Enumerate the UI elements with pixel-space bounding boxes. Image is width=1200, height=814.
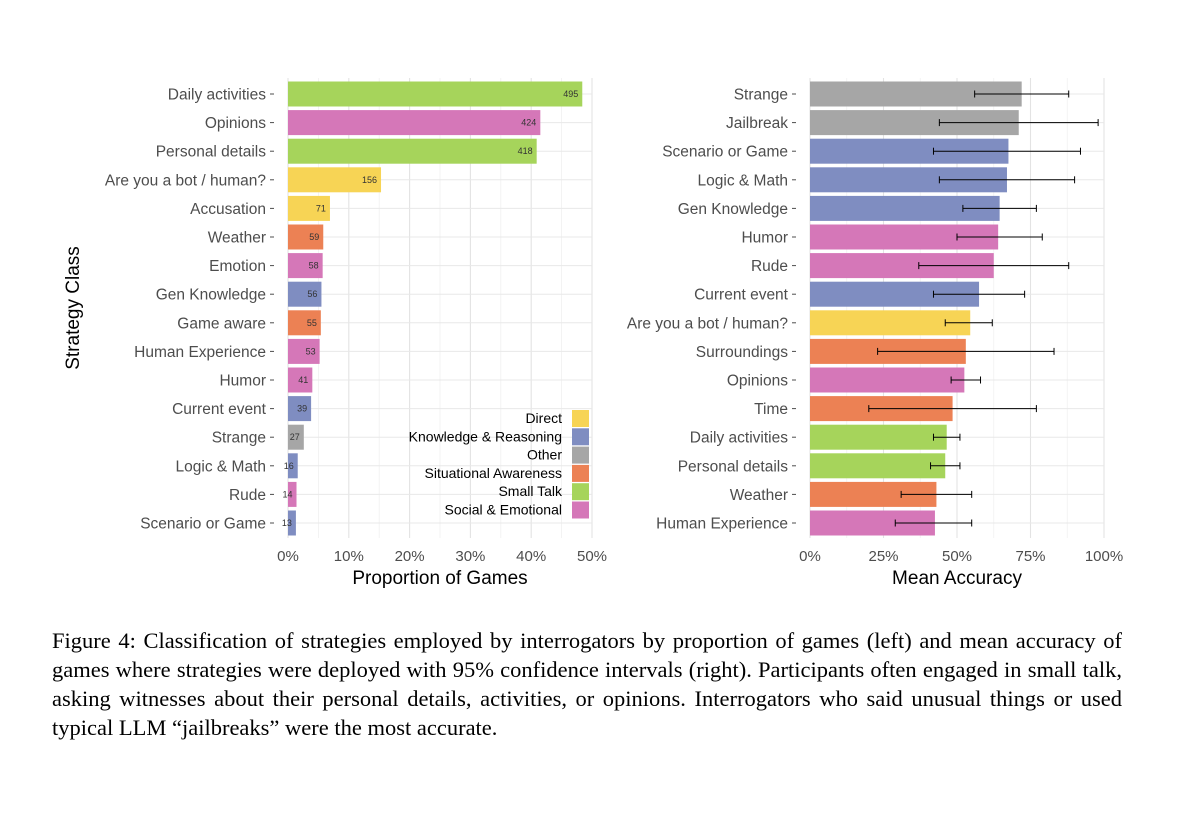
figure: Daily activities Opinions Personal details…	[63, 78, 1123, 589]
bar-count-label: 418	[518, 146, 533, 156]
legend-swatch-direct	[572, 410, 589, 427]
category-label-accusation: Accusation	[190, 201, 266, 218]
x-axis-title: Mean Accuracy	[892, 568, 1022, 589]
category-label-logic-math: Logic & Math	[176, 458, 266, 475]
legend-swatch-social-emotional	[572, 501, 589, 519]
bar-count-label: 27	[290, 432, 300, 442]
bar-count-label: 59	[309, 232, 319, 242]
category-label-personal-details: Personal details	[678, 458, 789, 475]
bar-count-label: 41	[298, 375, 308, 385]
bar-count-label: 71	[316, 203, 326, 213]
category-label-human-experience: Human Experience	[656, 516, 788, 533]
legend-label-social-emotional: Social & Emotional	[444, 502, 562, 518]
category-label-logic-math: Logic & Math	[698, 172, 788, 189]
category-label-rude: Rude	[751, 258, 788, 275]
bar-count-label: 53	[306, 346, 316, 356]
bar-count-label: 16	[284, 461, 294, 471]
legend-label-knowledge-reasoning: Knowledge & Reasoning	[409, 428, 562, 444]
category-label-surroundings: Surroundings	[696, 344, 788, 361]
category-label-emotion: Emotion	[209, 258, 266, 275]
x-tick-label: 40%	[516, 548, 546, 565]
figure-caption: Figure 4: Classification of strategies e…	[52, 628, 1122, 740]
bar-count-label: 424	[521, 118, 536, 128]
bar-are-you-a-bot-human	[288, 167, 382, 193]
bar-count-label: 14	[282, 489, 292, 499]
category-label-human-experience: Human Experience	[134, 344, 266, 361]
legend-label-situational-awareness: Situational Awareness	[425, 465, 563, 481]
bar-count-label: 13	[282, 518, 292, 528]
x-tick-label: 10%	[334, 548, 364, 565]
bar-daily-activities	[810, 424, 947, 450]
bar-current-event	[288, 396, 312, 422]
bar-personal-details	[288, 138, 537, 164]
bar-count-label: 55	[307, 318, 317, 328]
category-label-daily-activities: Daily activities	[168, 87, 266, 104]
category-label-are-you-a-bot-human: Are you a bot / human?	[105, 172, 267, 189]
category-label-are-you-a-bot-human: Are you a bot / human?	[627, 315, 789, 332]
category-label-current-event: Current event	[694, 287, 789, 304]
category-label-daily-activities: Daily activities	[690, 430, 788, 447]
category-label-gen-knowledge: Gen Knowledge	[156, 287, 266, 304]
bar-opinions	[288, 110, 541, 136]
x-tick-label: 0%	[277, 548, 299, 565]
category-label-strange: Strange	[212, 430, 266, 447]
category-label-scenario-or-game: Scenario or Game	[140, 516, 266, 533]
x-tick-label: 0%	[799, 548, 821, 565]
bar-emotion	[288, 253, 323, 279]
bar-scenario-or-game	[288, 510, 296, 536]
category-label-humor: Humor	[741, 230, 788, 247]
legend-label-small-talk: Small Talk	[498, 483, 563, 499]
category-label-weather: Weather	[208, 230, 266, 247]
bar-count-label: 39	[297, 404, 307, 414]
x-tick-label: 50%	[942, 548, 972, 565]
x-tick-label: 30%	[455, 548, 485, 565]
x-tick-label: 100%	[1085, 548, 1123, 565]
bar-strange	[288, 424, 304, 450]
bar-daily-activities	[288, 81, 583, 107]
legend-swatch-small-talk	[572, 483, 589, 501]
bar-count-label: 495	[563, 89, 578, 99]
category-label-rude: Rude	[229, 487, 266, 504]
bar-count-label: 58	[309, 261, 319, 271]
bar-opinions	[810, 367, 965, 393]
x-axis-title: Proportion of Games	[352, 568, 527, 589]
legend-label-direct: Direct	[525, 410, 562, 426]
bar-human-experience	[288, 338, 320, 364]
x-tick-label: 25%	[868, 548, 898, 565]
y-axis-title: Strategy Class	[63, 246, 84, 370]
x-tick-label: 50%	[577, 548, 607, 565]
category-label-game-aware: Game aware	[177, 315, 266, 332]
bar-humor	[288, 367, 313, 393]
bar-are-you-a-bot-human	[810, 310, 971, 336]
bar-count-label: 56	[307, 289, 317, 299]
bar-rude	[288, 481, 297, 507]
category-label-weather: Weather	[730, 487, 788, 504]
bar-gen-knowledge	[288, 281, 322, 307]
category-label-current-event: Current event	[172, 401, 267, 418]
x-tick-label: 75%	[1015, 548, 1045, 565]
bar-game-aware	[288, 310, 321, 336]
category-label-gen-knowledge: Gen Knowledge	[678, 201, 788, 218]
legend-swatch-knowledge-reasoning	[572, 428, 589, 446]
x-tick-label: 20%	[395, 548, 425, 565]
legend-swatch-other	[572, 446, 589, 464]
category-label-time: Time	[754, 401, 788, 418]
legend-label-other: Other	[527, 447, 562, 463]
bar-accusation	[288, 195, 330, 221]
category-label-jailbreak: Jailbreak	[726, 115, 788, 132]
bar-logic-math	[288, 453, 298, 479]
legend-swatch-situational-awareness	[572, 464, 589, 482]
category-label-humor: Humor	[219, 373, 266, 390]
category-label-opinions: Opinions	[205, 115, 266, 132]
category-label-scenario-or-game: Scenario or Game	[662, 144, 788, 161]
bar-weather	[288, 224, 324, 250]
category-label-strange: Strange	[734, 87, 788, 104]
bar-count-label: 156	[362, 175, 377, 185]
category-label-opinions: Opinions	[727, 373, 788, 390]
bar-personal-details	[810, 453, 946, 479]
category-label-personal-details: Personal details	[156, 144, 267, 161]
